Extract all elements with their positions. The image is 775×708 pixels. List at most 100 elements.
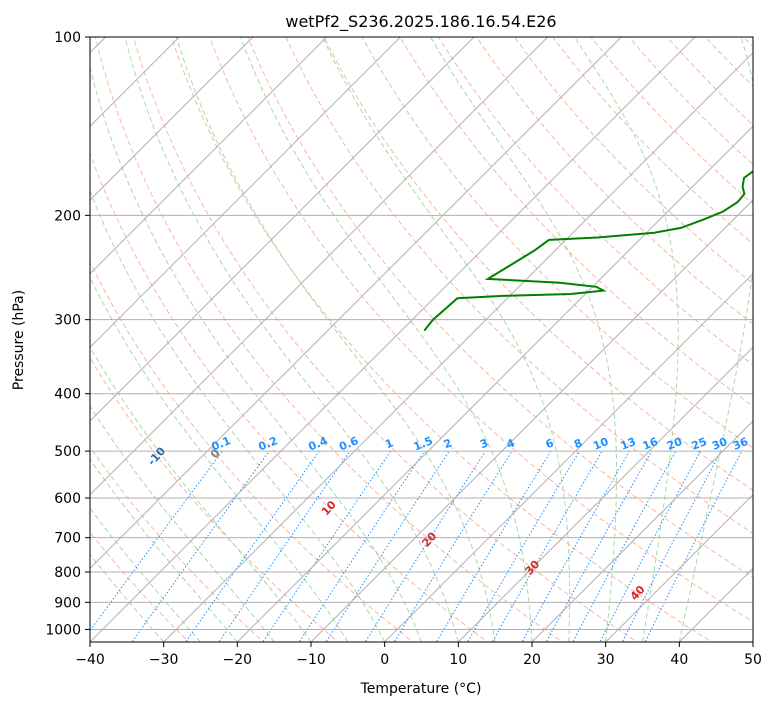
dry-adiabat bbox=[666, 37, 753, 126]
profile-lines bbox=[423, 169, 753, 332]
mixing-ratio-label: 8 bbox=[572, 436, 584, 451]
x-tick-label: −10 bbox=[296, 652, 326, 668]
x-axis-label: Temperature (°C) bbox=[360, 681, 482, 697]
x-tick-label: 40 bbox=[670, 652, 688, 668]
mixing-ratio-label: 36 bbox=[731, 435, 750, 453]
line-labels: -100-90-80-70-60-50-40-30-20-10010203040… bbox=[0, 395, 750, 603]
dry-adiabat bbox=[90, 356, 340, 642]
mixing-ratio-line bbox=[644, 450, 743, 642]
mixing-ratio-line bbox=[90, 450, 223, 632]
isotherm bbox=[531, 420, 753, 642]
moist-adiabat bbox=[90, 458, 238, 642]
moist-adiabat bbox=[239, 37, 533, 642]
moist-adiabat bbox=[90, 507, 201, 642]
x-tick-label: 10 bbox=[449, 652, 467, 668]
moist-adiabat bbox=[678, 37, 753, 642]
isotherm bbox=[383, 272, 753, 642]
x-tick-label: −30 bbox=[149, 652, 179, 668]
moist-adiabat bbox=[90, 276, 349, 642]
dry-adiabat bbox=[90, 260, 414, 642]
y-tick-label: 800 bbox=[54, 565, 81, 581]
x-tick-label: 30 bbox=[597, 652, 615, 668]
x-tick-label: 0 bbox=[380, 652, 389, 668]
moist-adiabat bbox=[175, 37, 496, 642]
x-tick-label: −40 bbox=[75, 652, 105, 668]
mixing-ratio-line bbox=[435, 450, 552, 642]
dry-adiabat bbox=[170, 37, 713, 642]
isotherm bbox=[90, 37, 475, 422]
background-lines bbox=[90, 24, 775, 645]
y-axis-label: Pressure (hPa) bbox=[11, 290, 27, 390]
dry-adiabat bbox=[323, 37, 753, 491]
isotherm bbox=[236, 125, 753, 642]
dry-adiabat bbox=[476, 37, 753, 325]
mixing-ratio-line bbox=[466, 450, 580, 642]
dry-adiabat-label: 20 bbox=[419, 529, 439, 549]
dry-adiabat-label: 40 bbox=[628, 583, 648, 603]
mixing-ratio-line bbox=[185, 450, 320, 642]
mixing-ratio-line bbox=[621, 450, 722, 642]
moist-adiabat bbox=[90, 65, 422, 642]
y-tick-label: 700 bbox=[54, 531, 81, 547]
isotherm bbox=[310, 199, 753, 642]
dry-adiabat-label: -20 bbox=[68, 421, 91, 445]
mixing-ratio-label: 1 bbox=[383, 436, 395, 451]
mixing-ratio-line bbox=[218, 450, 351, 642]
dry-adiabat-label: -30 bbox=[0, 395, 17, 419]
isotherm bbox=[752, 641, 753, 642]
isotherm bbox=[90, 37, 181, 128]
isotherm bbox=[162, 51, 753, 642]
dry-adiabat bbox=[90, 152, 489, 642]
mixing-ratio-line bbox=[491, 450, 603, 642]
y-tick-label: 100 bbox=[54, 30, 81, 46]
y-tick-label: 900 bbox=[54, 595, 81, 611]
isotherm bbox=[604, 493, 753, 642]
mixing-ratio-line bbox=[572, 450, 677, 642]
mixing-ratio-line bbox=[131, 450, 270, 642]
x-tick-label: 50 bbox=[744, 652, 762, 668]
mixing-ratio-label: 13 bbox=[619, 435, 638, 453]
mixing-ratio-line bbox=[325, 450, 450, 642]
isotherm bbox=[90, 37, 402, 349]
mixing-ratio-line bbox=[364, 450, 486, 642]
isotherm bbox=[90, 37, 623, 570]
mixing-ratio-label: 6 bbox=[544, 436, 556, 451]
dry-adiabat bbox=[285, 37, 753, 535]
moist-adiabat bbox=[322, 37, 571, 642]
mixing-ratio-label: 20 bbox=[665, 435, 684, 453]
dry-adiabat bbox=[209, 37, 753, 623]
dry-adiabat bbox=[361, 37, 753, 449]
moist-adiabat bbox=[574, 37, 679, 642]
mixing-ratio-label: 25 bbox=[690, 435, 709, 453]
mixing-ratio-label: 30 bbox=[710, 435, 729, 453]
moist-adiabat bbox=[124, 37, 459, 642]
mixing-ratio-line bbox=[298, 450, 425, 642]
plot-frame bbox=[89, 36, 754, 643]
moist-adiabat bbox=[90, 345, 312, 642]
dry-adiabat bbox=[437, 37, 753, 366]
mixing-ratio-label: 3 bbox=[478, 436, 490, 451]
mixing-ratio-line bbox=[393, 450, 513, 642]
moist-adiabat bbox=[430, 37, 617, 642]
mixing-ratio-label: 2 bbox=[442, 436, 454, 451]
dry-adiabat-label: -10 bbox=[145, 444, 168, 468]
y-tick-label: 1000 bbox=[45, 622, 81, 638]
isotherm bbox=[457, 346, 753, 642]
dry-adiabat bbox=[247, 37, 753, 578]
isotherm bbox=[90, 37, 328, 275]
mixing-ratio-line bbox=[599, 450, 701, 642]
dry-adiabat bbox=[769, 24, 775, 645]
dry-adiabat bbox=[704, 37, 753, 87]
x-tick-label: −20 bbox=[223, 652, 253, 668]
mixing-ratio-label: 10 bbox=[591, 435, 610, 453]
y-tick-label: 400 bbox=[54, 387, 81, 403]
dry-adiabat bbox=[132, 37, 638, 642]
axis-ticks: −40 −30 −20 −10 0 10 20 30 40 50 100 200 300 400 500 60… bbox=[45, 30, 762, 668]
moist-adiabat bbox=[90, 189, 386, 642]
x-tick-label: 20 bbox=[523, 652, 541, 668]
y-tick-label: 500 bbox=[54, 444, 81, 460]
chart-title: wetPf2_S236.2025.186.16.54.E26 bbox=[285, 12, 556, 32]
isotherm bbox=[90, 37, 549, 496]
dry-adiabat bbox=[590, 37, 753, 205]
